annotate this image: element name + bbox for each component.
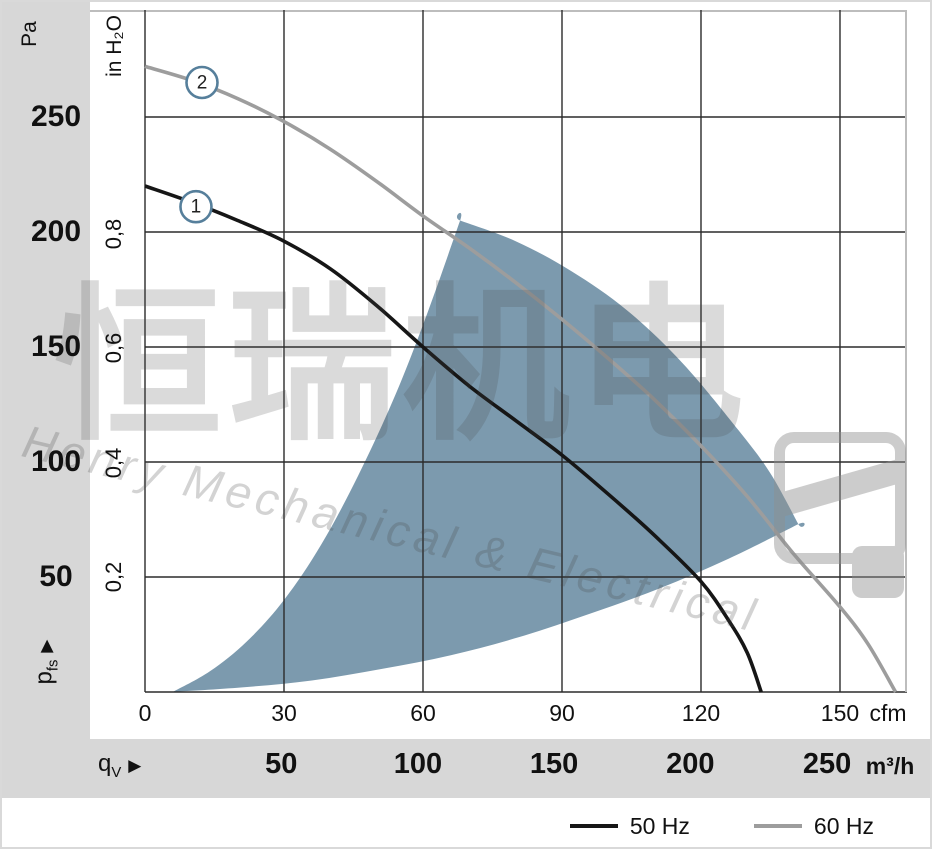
axis-arrow-icon: ▶ (128, 756, 142, 775)
y-axis-unit-inh2o: in H₂O (103, 15, 126, 77)
pa-tick-label: 150 (30, 330, 82, 363)
cfm-tick-label: 30 (271, 700, 297, 726)
cfm-tick-label: 150 (820, 700, 860, 726)
cfm-tick-label: 90 (549, 700, 575, 726)
pa-tick-label: 100 (30, 445, 82, 478)
pa-tick-label: 200 (30, 215, 82, 248)
operating-region (172, 212, 805, 693)
cfm-tick-label: 0 (138, 700, 152, 726)
legend-item-50-hz: 50 Hz (569, 812, 690, 840)
curve-marker-circle (179, 189, 213, 224)
curve-marker-circle (185, 65, 219, 100)
m3h-tick-label: 100 (393, 748, 443, 780)
cfm-tick-label: 120 (681, 700, 721, 726)
pa-tick-label: 250 (30, 100, 82, 133)
legend-label: 50 Hz (629, 812, 690, 839)
cfm-tick-label: 60 (410, 700, 436, 726)
inh2o-tick-label: 0,8 (101, 218, 126, 249)
inh2o-tick-label: 0,6 (101, 333, 126, 364)
curve-60hz (144, 64, 898, 693)
legend-item-60-hz: 60 Hz (753, 812, 874, 840)
legend-line-sample (569, 824, 618, 828)
pfs-symbol: p (30, 671, 58, 685)
m3h-tick-label: 50 (265, 748, 298, 780)
inh2o-tick-label: 0,2 (101, 562, 126, 593)
plot-svg: 12 (144, 10, 907, 693)
x-axis-quantity-label: qV ▶ (98, 750, 141, 781)
legend-label: 60 Hz (813, 812, 874, 839)
x-axis-unit-cfm: cfm (869, 700, 907, 726)
qv-symbol: q (98, 750, 112, 777)
qv-subscript: V (111, 764, 122, 781)
m3h-tick-label: 200 (666, 748, 715, 780)
inh2o-tick-label: 0,4 (101, 447, 126, 479)
x-axis-unit-m3h: m³/h (865, 753, 915, 779)
x-axis-panel (2, 739, 930, 798)
curve-marker-number: 2 (197, 73, 208, 94)
pfs-subscript: fs (45, 659, 62, 672)
legend-line-sample (753, 824, 802, 828)
curve-marker-number: 1 (191, 197, 202, 218)
pa-tick-label: 50 (39, 560, 73, 593)
m3h-tick-label: 150 (529, 748, 579, 780)
y-axis-quantity-label: pfs ▶ (31, 639, 62, 684)
curve-50hz (144, 184, 763, 693)
plot-frame-top (90, 10, 907, 12)
y-axis-unit-pa: Pa (18, 21, 41, 47)
y-axis-panel (2, 2, 90, 798)
m3h-tick-label: 250 (802, 748, 852, 780)
axis-arrow-icon: ▶ (36, 639, 56, 653)
legend: 50 Hz 60 Hz (2, 808, 930, 844)
